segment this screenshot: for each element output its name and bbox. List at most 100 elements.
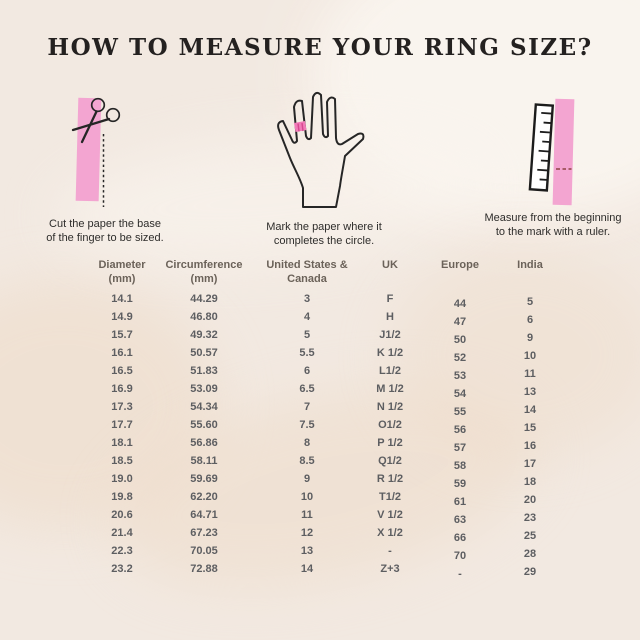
table-cell: 62.20	[190, 491, 218, 503]
table-cell: 10	[300, 491, 314, 503]
table-cell: 6	[303, 365, 311, 377]
paper-strip	[552, 98, 575, 206]
caption-line: Cut the paper the base	[49, 218, 161, 230]
table-cell: M 1/2	[376, 383, 404, 395]
table-cell: 55.60	[190, 419, 218, 431]
table-cell: 20.6	[111, 509, 133, 521]
table-cell: 7.5	[299, 419, 315, 431]
table-cell: 12	[300, 527, 314, 539]
table-cell: 16.9	[111, 383, 133, 395]
table-cell: 23	[523, 512, 537, 524]
column-cells: 44 47 50 52 53 54 55 56 57 58 59 61 63 66 70 -	[418, 295, 502, 583]
table-cell: 59.69	[190, 473, 218, 485]
table-cell: R 1/2	[376, 473, 404, 485]
table-cell: 4	[303, 311, 311, 323]
table-cell: 49.32	[190, 329, 218, 341]
column-header: Diameter (mm)	[98, 259, 146, 285]
caption-line: Mark the paper where it	[266, 221, 382, 233]
table-cell: 25	[523, 530, 537, 542]
table-cell: 50	[453, 334, 467, 346]
table-cell: 53	[453, 370, 467, 382]
table-cell: 51.83	[190, 365, 218, 377]
table-cell: 14.9	[111, 311, 133, 323]
table-cell: 11	[524, 368, 536, 380]
column-cells: 5 6 9 10 11 13 14 15 16 17 18 20 23 25 28 29	[502, 293, 558, 581]
table-cell: 46.80	[190, 311, 218, 323]
table-cell: 55	[453, 406, 467, 418]
table-cell: 13	[523, 386, 537, 398]
table-cell: 17	[523, 458, 537, 470]
table-cell: O1/2	[378, 419, 402, 431]
table-cell: 44.29	[190, 293, 218, 305]
table-cell: 47	[453, 316, 467, 328]
caption-line: to the mark with a ruler.	[495, 226, 611, 238]
table-cell: 16.5	[111, 365, 133, 377]
table-column-india: India 5 6 9 10 11 13 14 15 16 17 18 20 23 25 28 29	[502, 258, 558, 578]
table-cell: 19.8	[111, 491, 133, 503]
table-cell: 5.5	[299, 347, 315, 359]
step-caption-mark: Mark the paper where it completes the ci…	[239, 220, 409, 248]
table-cell: 52	[453, 352, 467, 364]
table-cell: 57	[453, 442, 467, 454]
scissors-paper-strip-icon	[71, 97, 121, 207]
table-cell: Z+3	[380, 563, 400, 575]
table-cell: 14.1	[111, 293, 133, 305]
step-caption-cut: Cut the paper the base of the finger to …	[20, 217, 190, 245]
table-cell: Q1/2	[378, 455, 402, 467]
table-cell: 14	[523, 404, 537, 416]
table-cell: V 1/2	[377, 509, 403, 521]
table-cell: 50.57	[190, 347, 218, 359]
table-cell: 15.7	[111, 329, 133, 341]
table-cell: 3	[303, 293, 311, 305]
table-cell: 10	[523, 350, 537, 362]
size-table: Diameter (mm) 14.1 14.9 15.7 16.1 16.5 16.9 17.3…	[0, 258, 640, 598]
table-cell: 72.88	[190, 563, 218, 575]
table-column-uk: UK F H J1/2 K 1/2 L1/2 M 1/2 N 1/2 O1/2 P 1/2 Q1/2…	[362, 258, 418, 578]
table-cell: P 1/2	[377, 437, 403, 449]
table-cell: 7	[303, 401, 311, 413]
table-cell: 6	[526, 314, 534, 326]
table-cell: 21.4	[111, 527, 133, 539]
table-cell: 56.86	[190, 437, 218, 449]
step-caption-measure: Measure from the beginning to the mark w…	[468, 211, 638, 239]
ruler-icon	[528, 103, 555, 192]
caption-line: completes the circle.	[273, 235, 375, 247]
table-cell: F	[386, 293, 394, 305]
ruler-ticks	[537, 111, 552, 181]
table-cell: 14	[300, 563, 314, 575]
table-column-circumference: Circumference (mm) 44.29 46.80 49.32 50.57 51.…	[161, 258, 247, 578]
table-cell: 70	[453, 550, 467, 562]
table-cell: 15	[523, 422, 537, 434]
table-column-diameter: Diameter (mm) 14.1 14.9 15.7 16.1 16.5 16.9 17.3…	[80, 258, 164, 578]
paper-strip	[75, 97, 102, 202]
table-cell: 11	[301, 509, 313, 521]
table-cell: 8.5	[299, 455, 315, 467]
table-cell: 5	[303, 329, 311, 341]
table-cell: 18	[523, 476, 537, 488]
column-cells: 3 4 5 5.5 6 6.5 7 7.5 8 8.5 9 10 11 12 13 14	[250, 290, 364, 578]
table-cell: 56	[453, 424, 467, 436]
table-cell: 22.3	[111, 545, 133, 557]
table-cell: 61	[453, 496, 467, 508]
hand-outline	[277, 91, 365, 208]
column-header: Circumference (mm)	[165, 259, 243, 285]
table-cell: H	[386, 311, 394, 323]
caption-line: of the finger to be sized.	[46, 232, 164, 244]
table-cell: 66	[453, 532, 467, 544]
table-cell: K 1/2	[376, 347, 404, 359]
table-cell: 58.11	[190, 455, 218, 467]
table-cell: 18.1	[111, 437, 133, 449]
hand-with-ring-icon	[277, 91, 365, 208]
table-cell: T1/2	[378, 491, 401, 503]
table-cell: 6.5	[299, 383, 315, 395]
table-cell: -	[458, 568, 462, 580]
table-cell: J1/2	[379, 329, 401, 341]
ruler-paper-strip-icon	[528, 98, 575, 206]
table-cell: 20	[523, 494, 537, 506]
column-header: India	[517, 259, 543, 271]
table-cell: 70.05	[190, 545, 218, 557]
table-cell: 17.3	[111, 401, 133, 413]
table-cell: 64.71	[190, 509, 218, 521]
table-cell: 5	[526, 296, 534, 308]
